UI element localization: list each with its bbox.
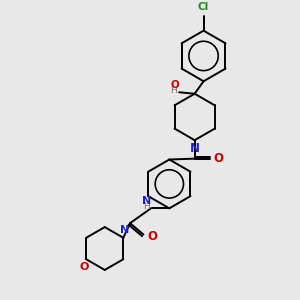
Text: N: N [190,142,200,155]
Text: O: O [147,230,157,242]
Text: O: O [80,262,89,272]
Text: Cl: Cl [198,2,209,12]
Text: H: H [170,86,177,95]
Text: N: N [142,196,152,206]
Text: N: N [120,225,129,236]
Text: H: H [143,202,149,211]
Text: O: O [213,152,223,165]
Text: O: O [170,80,179,90]
